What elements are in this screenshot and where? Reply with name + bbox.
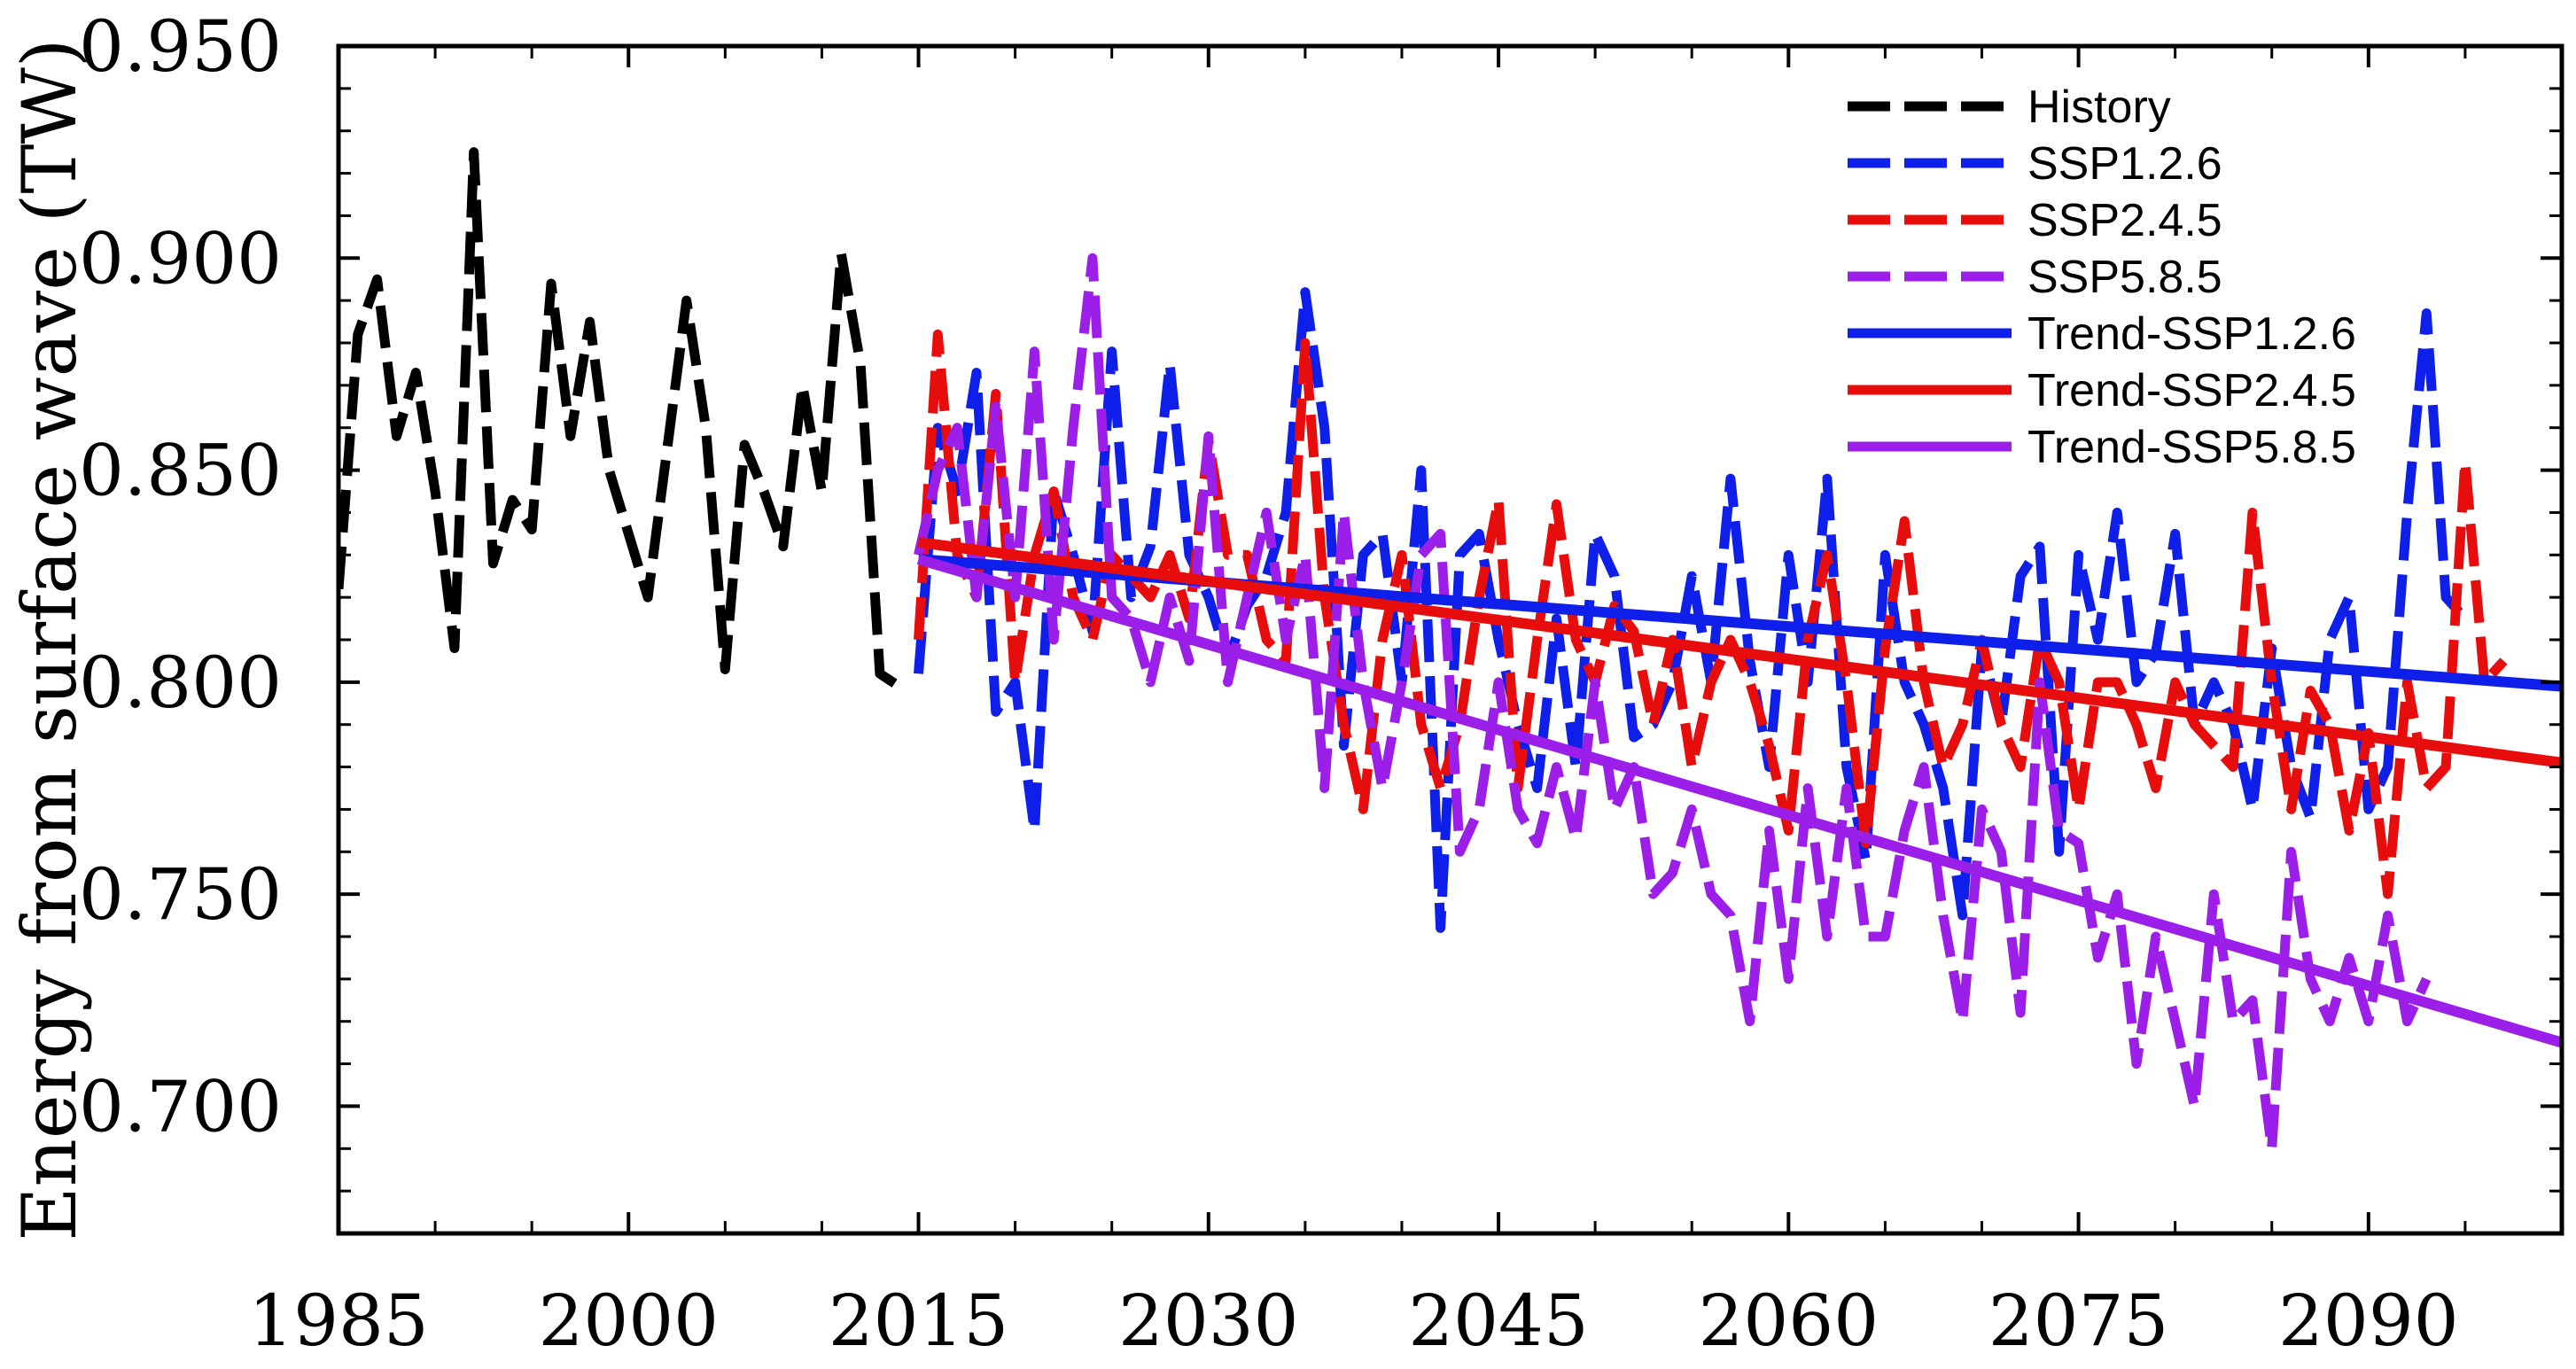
x-tick-label: 2060 [1699, 1280, 1879, 1362]
legend-label: SSP2.4.5 [2027, 195, 2222, 246]
x-tick-label: 2000 [538, 1280, 719, 1362]
y-tick-label: 0.950 [79, 5, 282, 88]
legend-label: Trend-SSP1.2.6 [2027, 308, 2356, 360]
series-layer [339, 147, 2562, 1154]
legend-label: Trend-SSP5.8.5 [2027, 422, 2356, 473]
x-tick-label: 2045 [1408, 1280, 1589, 1362]
series-line-ssp5-8-5 [914, 253, 2432, 1154]
series-line-ssp1-2-6 [914, 287, 2469, 933]
series-line-history [339, 147, 902, 691]
x-tick-label: 2090 [2278, 1280, 2459, 1362]
legend-label: Trend-SSP2.4.5 [2027, 365, 2356, 416]
series-line-trend-ssp2-4-5 [917, 536, 2562, 768]
x-tick-label: 1985 [248, 1280, 429, 1362]
series-line-ssp2-4-5 [914, 329, 2508, 899]
x-tick-label: 2015 [829, 1280, 1009, 1362]
y-tick-label: 0.850 [79, 430, 282, 512]
x-tick-label: 2030 [1118, 1280, 1299, 1362]
legend-label: SSP5.8.5 [2027, 252, 2222, 303]
series-line-trend-ssp5-8-5 [916, 554, 2562, 1048]
legend-label: History [2027, 82, 2171, 133]
x-tick-label: 2075 [1988, 1280, 2169, 1362]
y-tick-label: 0.750 [79, 853, 282, 936]
legend: HistorySSP1.2.6SSP2.4.5SSP5.8.5Trend-SSP… [1848, 82, 2356, 473]
legend-label: SSP1.2.6 [2027, 138, 2222, 190]
y-tick-label: 0.900 [79, 217, 282, 299]
y-axis-title: Energy from surface wave (TW) [6, 38, 93, 1241]
y-tick-label: 0.700 [79, 1065, 282, 1147]
tick-layer: 1985 2000 2015 2030 2045 2060 2075 2090 0.700 0.7… [79, 5, 2562, 1362]
y-tick-label: 0.800 [79, 642, 282, 724]
